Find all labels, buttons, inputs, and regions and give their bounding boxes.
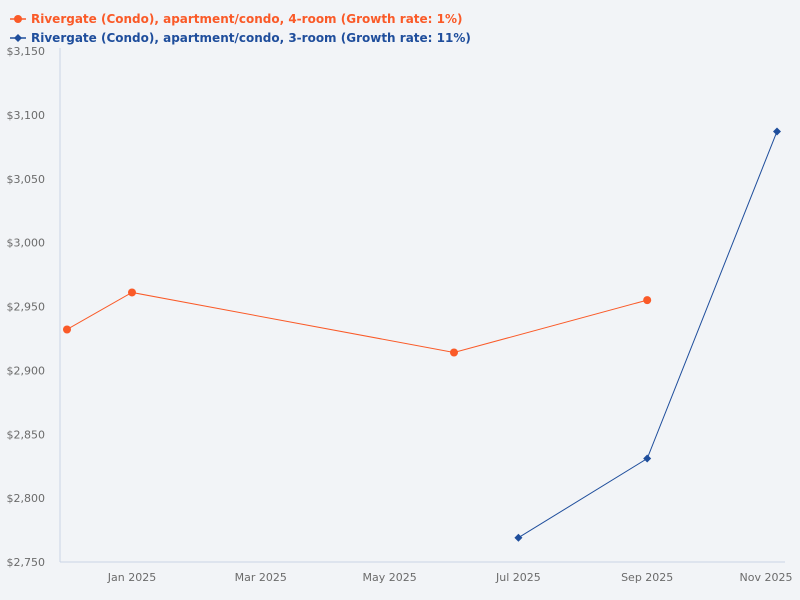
y-tick-label: $2,800 bbox=[7, 492, 46, 505]
legend-item-3-room[interactable]: Rivergate (Condo), apartment/condo, 3-ro… bbox=[10, 28, 471, 47]
y-tick-label: $3,000 bbox=[7, 237, 46, 250]
x-tick-label: May 2025 bbox=[362, 571, 416, 584]
y-tick-label: $2,950 bbox=[7, 301, 46, 314]
x-tick-label: Nov 2025 bbox=[740, 571, 793, 584]
series-line bbox=[66, 291, 648, 354]
series-group bbox=[63, 127, 781, 542]
diamond-data-point[interactable] bbox=[643, 454, 652, 463]
x-axis-ticks: Jan 2025 Mar 2025 May 2025 Jul 2025 Sep 2025… bbox=[107, 571, 793, 584]
y-tick-label: $3,100 bbox=[7, 109, 46, 122]
y-tick-label: $2,850 bbox=[7, 428, 46, 441]
y-tick-label: $2,900 bbox=[7, 364, 46, 377]
diamond-marker-icon bbox=[10, 33, 26, 42]
x-tick-label: Sep 2025 bbox=[621, 571, 673, 584]
x-tick-label: Jan 2025 bbox=[107, 571, 156, 584]
diamond-data-point[interactable] bbox=[773, 127, 781, 136]
diamond-data-point[interactable] bbox=[514, 533, 523, 542]
legend-label: Rivergate (Condo), apartment/condo, 3-ro… bbox=[31, 30, 471, 45]
circle-marker-icon bbox=[10, 14, 26, 23]
y-tick-label: $2,750 bbox=[7, 556, 46, 569]
circle-data-point[interactable] bbox=[643, 296, 652, 305]
x-tick-label: Mar 2025 bbox=[235, 571, 287, 584]
y-axis-ticks: $2,750 $2,800 $2,850 $2,900 $2,950 $3,000 $3,0… bbox=[7, 45, 46, 569]
circle-data-point[interactable] bbox=[128, 288, 136, 297]
legend-item-4-room[interactable]: Rivergate (Condo), apartment/condo, 4-ro… bbox=[10, 9, 471, 28]
circle-data-point[interactable] bbox=[63, 325, 71, 334]
circle-data-point[interactable] bbox=[450, 348, 458, 357]
series-line bbox=[518, 131, 778, 539]
y-tick-label: $3,150 bbox=[7, 45, 46, 58]
y-tick-label: $3,050 bbox=[7, 173, 46, 186]
chart-legend: Rivergate (Condo), apartment/condo, 4-ro… bbox=[10, 9, 471, 47]
legend-label: Rivergate (Condo), apartment/condo, 4-ro… bbox=[31, 11, 463, 26]
x-tick-label: Jul 2025 bbox=[495, 571, 541, 584]
